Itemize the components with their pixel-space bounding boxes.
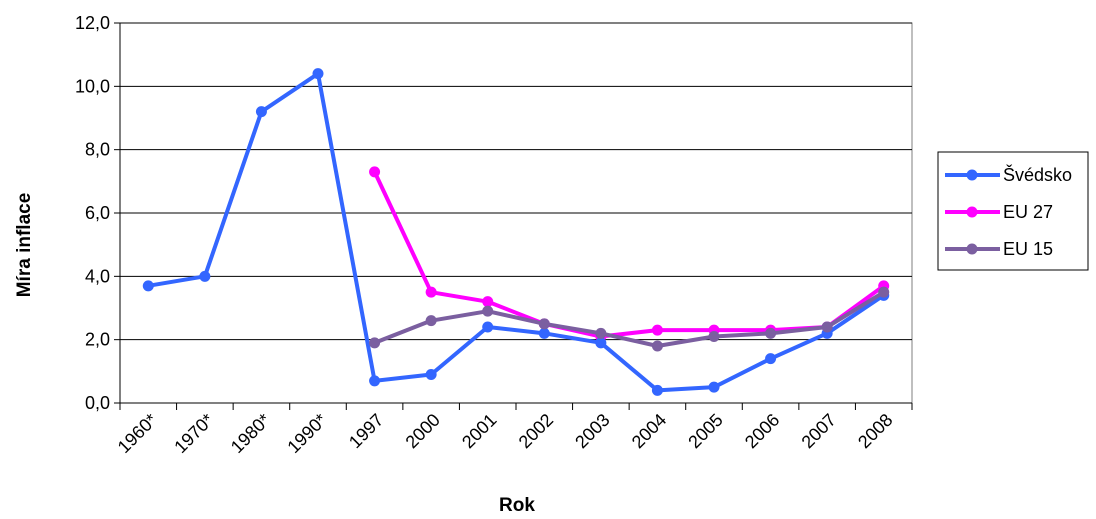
axes bbox=[119, 23, 913, 410]
data-point bbox=[651, 384, 663, 396]
x-tick-label: 1990* bbox=[283, 410, 330, 457]
data-point bbox=[199, 270, 211, 282]
data-point bbox=[595, 327, 607, 339]
data-point bbox=[482, 321, 494, 333]
x-tick-label: 2008 bbox=[854, 410, 896, 452]
data-point bbox=[595, 337, 607, 349]
y-tick-label: 8,0 bbox=[85, 140, 110, 160]
data-point bbox=[821, 321, 833, 333]
y-tick-label: 10,0 bbox=[75, 76, 110, 96]
x-tick-label: 2006 bbox=[741, 410, 783, 452]
x-tick-label: 1980* bbox=[227, 410, 274, 457]
y-tick-label: 4,0 bbox=[85, 266, 110, 286]
data-point bbox=[142, 280, 154, 292]
data-point bbox=[708, 331, 720, 342]
data-point bbox=[482, 296, 494, 308]
data-point bbox=[312, 68, 324, 80]
x-tick-label: 2001 bbox=[458, 410, 500, 452]
data-point bbox=[765, 327, 777, 339]
data-point bbox=[765, 353, 777, 365]
x-tick-label: 2005 bbox=[684, 410, 726, 452]
data-point bbox=[369, 337, 381, 349]
series-1 bbox=[142, 68, 890, 396]
data-point bbox=[708, 381, 720, 393]
data-point bbox=[425, 369, 437, 380]
data-point bbox=[651, 324, 663, 336]
y-axis-title: Míra inflace bbox=[14, 193, 35, 298]
data-point bbox=[878, 286, 890, 298]
data-point bbox=[369, 166, 381, 178]
data-point bbox=[255, 106, 267, 118]
series-line bbox=[373, 290, 885, 348]
x-tick-label: 2000 bbox=[402, 410, 444, 452]
series-line bbox=[372, 170, 885, 339]
legend-swatch-marker bbox=[966, 169, 978, 181]
data-point bbox=[538, 318, 550, 330]
legend-swatch-marker bbox=[966, 243, 978, 255]
series-line bbox=[147, 71, 885, 393]
data-point bbox=[651, 340, 663, 352]
x-tick-label: 2004 bbox=[628, 410, 670, 452]
x-tick-label: 2003 bbox=[571, 410, 613, 452]
data-point bbox=[425, 286, 437, 298]
y-tick-label: 12,0 bbox=[75, 13, 110, 33]
x-tick-label: 1997 bbox=[345, 410, 387, 452]
y-tick-label: 0,0 bbox=[85, 393, 110, 413]
y-tick-labels: 0,0 2,0 4,0 6,0 8,0 10,0 12,0 bbox=[75, 13, 110, 413]
data-point bbox=[425, 315, 437, 327]
x-tick-label: 1970* bbox=[170, 410, 217, 457]
legend-label: EU 15 bbox=[1003, 239, 1053, 259]
x-axis-title: Rok bbox=[499, 495, 535, 516]
data-point bbox=[538, 327, 550, 339]
data-point bbox=[482, 305, 494, 317]
x-tick-label: 2007 bbox=[798, 410, 840, 452]
gridlines bbox=[114, 22, 913, 404]
series-group bbox=[142, 68, 890, 396]
series-2 bbox=[369, 166, 890, 342]
data-point bbox=[369, 375, 381, 387]
legend: Švédsko EU 27 EU 15 bbox=[937, 151, 1089, 271]
y-tick-label: 6,0 bbox=[85, 203, 110, 223]
x-tick-label: 1960* bbox=[114, 410, 161, 457]
y-tick-label: 2,0 bbox=[85, 330, 110, 350]
series-3 bbox=[369, 286, 890, 352]
legend-label: EU 27 bbox=[1003, 202, 1053, 222]
legend-swatch-marker bbox=[966, 206, 978, 218]
x-tick-label: 2002 bbox=[515, 410, 557, 452]
legend-label: Švédsko bbox=[1003, 164, 1072, 185]
x-tick-labels: 1960* 1970* 1980* 1990* 1997 2000 2001 2002 2003… bbox=[114, 410, 897, 457]
